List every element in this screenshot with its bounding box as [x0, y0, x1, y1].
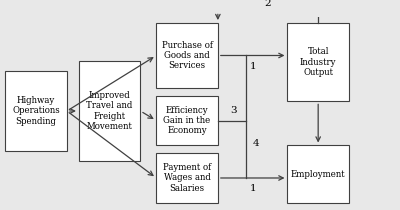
Text: 2: 2	[265, 0, 271, 8]
Text: Highway
Operations
Spending: Highway Operations Spending	[12, 96, 60, 126]
Text: Improved
Travel and
Freight
Movement: Improved Travel and Freight Movement	[86, 91, 133, 131]
FancyBboxPatch shape	[287, 23, 349, 101]
Text: Total
Industry
Output: Total Industry Output	[300, 47, 336, 77]
Text: 1: 1	[249, 184, 256, 193]
Text: Employment: Employment	[291, 170, 346, 179]
Text: Payment of
Wages and
Salaries: Payment of Wages and Salaries	[163, 163, 211, 193]
FancyBboxPatch shape	[79, 61, 140, 161]
FancyBboxPatch shape	[5, 71, 67, 151]
FancyBboxPatch shape	[156, 96, 218, 146]
Text: Efficiency
Gain in the
Economy: Efficiency Gain in the Economy	[164, 106, 211, 135]
Text: Purchase of
Goods and
Services: Purchase of Goods and Services	[162, 41, 212, 70]
FancyBboxPatch shape	[287, 146, 349, 203]
Text: 4: 4	[252, 139, 259, 148]
FancyBboxPatch shape	[156, 153, 218, 203]
FancyBboxPatch shape	[156, 23, 218, 88]
Text: 1: 1	[249, 62, 256, 71]
Text: 3: 3	[230, 106, 237, 116]
